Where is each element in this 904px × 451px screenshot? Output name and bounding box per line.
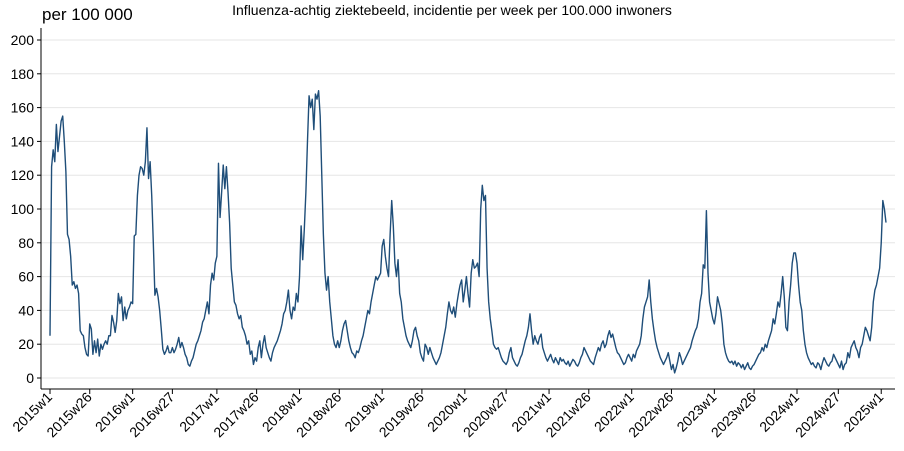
chart-title: Influenza-achtig ziektebeeld, incidentie… [232, 2, 672, 18]
y-axis-label: per 100 000 [42, 5, 133, 24]
y-tick-label: 0 [26, 370, 34, 386]
y-tick-label: 140 [11, 133, 35, 149]
y-tick-label: 200 [11, 32, 35, 48]
x-tick-label: 2025w1 [840, 389, 886, 435]
y-tick-label: 180 [11, 66, 35, 82]
y-tick-label: 20 [18, 336, 34, 352]
y-tick-label: 160 [11, 100, 35, 116]
y-tick-label: 120 [11, 167, 35, 183]
x-tick-label: 2020w27 [460, 389, 512, 441]
series-line [49, 90, 887, 374]
y-tick-label: 60 [18, 269, 34, 285]
x-tick-label: 2024w27 [792, 389, 844, 441]
y-tick-label: 40 [18, 302, 34, 318]
y-tick-label: 80 [18, 235, 34, 251]
y-tick-label: 100 [11, 201, 35, 217]
